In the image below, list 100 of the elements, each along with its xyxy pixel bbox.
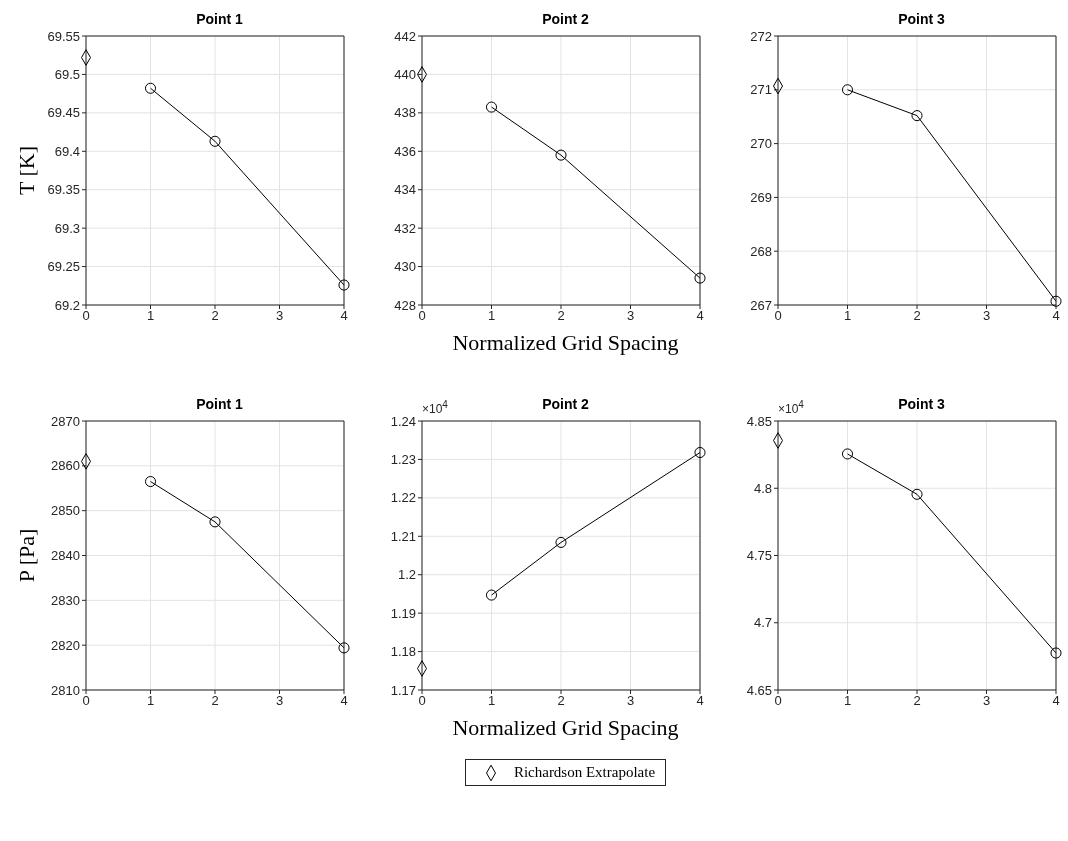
chart-title: Point 2 (541, 10, 590, 29)
y-tick-label: 1.18 (390, 644, 416, 660)
y-axis-title: P [Pa] (13, 528, 39, 583)
point (555, 149, 567, 161)
y-tick-label: 2840 (51, 548, 80, 564)
x-tick-label: 0 (82, 308, 90, 324)
y-tick-label: 271 (750, 82, 772, 98)
y-tick-label: 442 (394, 28, 416, 44)
point (911, 488, 923, 500)
point (485, 589, 498, 601)
x-tick-label: 2 (913, 693, 921, 709)
point (911, 110, 923, 122)
x-tick-label: 1 (487, 693, 496, 709)
y-tick-label: 4.75 (746, 548, 772, 564)
y-tick-label: 2860 (51, 458, 80, 474)
chart-title: Point 3 (898, 396, 945, 412)
y-tick-label: 1.21 (390, 528, 416, 544)
y-tick-label: 436 (394, 143, 416, 159)
y-tick-label: 1.23 (390, 452, 416, 468)
x-tick-label: 4 (340, 308, 348, 324)
x-tick-label: 3 (982, 693, 991, 709)
y-tick-label: 4.85 (746, 413, 772, 429)
x-tick-label: 0 (774, 693, 782, 709)
x-tick-label: 4 (340, 693, 348, 709)
point (1050, 295, 1062, 307)
y-tick-label: 1.17 (390, 682, 416, 698)
point (209, 135, 221, 147)
x-tick-label: 2 (211, 693, 219, 709)
legend-label: Richardson Extrapolate (513, 764, 656, 781)
point (144, 82, 157, 94)
y-tick-label: 69.45 (47, 105, 80, 121)
x-tick-label: 3 (626, 308, 635, 324)
point (338, 279, 350, 291)
chart-title: Point 3 (897, 10, 946, 29)
y-tick-label: 69.55 (47, 28, 80, 44)
x-tick-label: 2 (211, 308, 219, 324)
y-tick-label: 69.4 (54, 143, 80, 159)
x-tick-label: 3 (626, 693, 635, 709)
y-axis-title: T [K] (13, 145, 39, 196)
point (209, 516, 221, 528)
x-tick-label: 2 (557, 693, 565, 709)
x-tick-label: 4 (696, 693, 704, 709)
chart-title: Point 1 (195, 395, 244, 414)
y-tick-label: 2820 (51, 637, 80, 653)
text: ×10$^{4}$ (422, 399, 448, 416)
x-tick-label: 2 (913, 308, 921, 324)
x-tick-label: 4 (1052, 693, 1060, 709)
y-tick-label: 270 (750, 136, 772, 152)
y-tick-label: 4.65 (746, 682, 772, 698)
x-tick-label: 3 (275, 308, 284, 324)
point (338, 642, 350, 654)
y-tick-label: 69.2 (54, 297, 80, 313)
y-tick-label: 268 (750, 243, 772, 259)
y-tick-label: 430 (394, 259, 416, 275)
x-tick-label: 1 (487, 308, 496, 324)
x-tick-label: 0 (418, 693, 426, 709)
y-tick-label: 1.22 (390, 490, 416, 506)
y-tick-label: 267 (750, 297, 772, 313)
y-tick-label: 269 (750, 190, 772, 206)
x-tick-label: 0 (418, 308, 426, 324)
point (694, 272, 706, 284)
x-tick-label: 2 (557, 308, 565, 324)
x-tick-label: 3 (982, 308, 991, 324)
y-tick-label: 1.2 (397, 567, 416, 583)
point (144, 475, 157, 488)
y-tick-label: 272 (750, 28, 772, 44)
y-tick-label: 440 (394, 67, 416, 83)
x-tick-label: 1 (843, 308, 852, 324)
x-tick-label: 3 (275, 693, 284, 709)
point (555, 536, 567, 548)
point (694, 446, 706, 459)
x-tick-label: 1 (843, 693, 852, 709)
y-tick-label: 428 (394, 297, 416, 313)
x-tick-label: 1 (146, 308, 155, 324)
y-tick-label: 438 (394, 105, 416, 121)
y-tick-label: 69.5 (54, 67, 80, 83)
y-tick-label: 2830 (51, 592, 80, 608)
y-tick-label: 432 (394, 220, 416, 236)
point (485, 101, 498, 113)
chart-title: Point 2 (542, 396, 589, 412)
y-tick-label: 69.25 (47, 259, 80, 275)
y-tick-label: 434 (394, 182, 416, 198)
x-tick-label: 4 (1052, 308, 1060, 324)
y-tick-label: 2850 (51, 503, 80, 519)
y-tick-label: 69.3 (54, 220, 80, 236)
y-tick-label: 4.8 (753, 480, 772, 496)
x-axis-title: Normalized Grid Spacing (451, 715, 680, 741)
y-tick-label: 1.24 (390, 413, 416, 429)
x-axis-title: Normalized Grid Spacing (451, 330, 680, 356)
x-tick-label: 1 (146, 693, 155, 709)
x-tick-label: 0 (774, 308, 782, 324)
point (841, 84, 854, 96)
x-tick-label: 0 (82, 693, 90, 709)
y-tick-label: 2810 (51, 682, 80, 698)
y-tick-label: 69.35 (47, 182, 80, 198)
text: ×10$^{4}$ (778, 399, 804, 416)
point (1050, 647, 1062, 659)
chart-title: Point 1 (195, 10, 244, 29)
x-tick-label: 4 (696, 308, 704, 324)
y-tick-label: 1.19 (390, 605, 416, 621)
